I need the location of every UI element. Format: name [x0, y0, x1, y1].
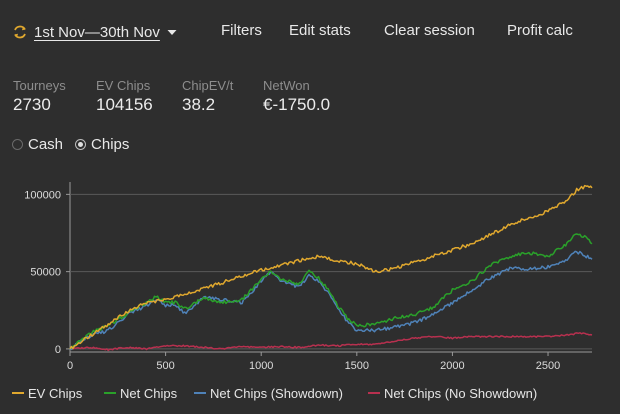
radio-label[interactable]: Chips [91, 136, 130, 153]
legend-label: Net Chips (No Showdown) [384, 386, 537, 401]
stat-value: 38.2 [182, 95, 216, 114]
series-line-ev-chips [69, 184, 593, 350]
stat-label: EV Chips [96, 78, 151, 93]
y-axis-ticks: 0 50000 100000 [24, 189, 70, 356]
y-tick-label: 100000 [24, 189, 61, 201]
y-tick-label: 0 [55, 344, 61, 356]
stat-label: NetWon [263, 78, 310, 93]
x-tick-label: 2500 [536, 360, 560, 372]
legend-label: Net Chips [120, 386, 178, 401]
stat-netwon: NetWon €-1750.0 [263, 78, 330, 115]
toolbar: 1st Nov—30th Nov Filters Edit stats Clea… [0, 0, 620, 64]
x-axis-ticks: 0 500 1000 1500 2000 2500 [67, 352, 560, 372]
edit-stats-button[interactable]: Edit stats [289, 22, 351, 39]
stat-ev-chips: EV Chips 104156 [96, 78, 153, 115]
stat-tourneys: Tourneys 2730 [13, 78, 66, 115]
date-range-selector[interactable]: 1st Nov—30th Nov [12, 20, 178, 44]
radio-chips[interactable]: Chips [75, 136, 129, 153]
legend-label: EV Chips [28, 386, 83, 401]
chips-graph: 0 50000 100000 0 500 1000 1500 2000 2500 EV Chi… [12, 182, 593, 401]
stat-label: ChipEV/t [182, 78, 234, 93]
stat-label: Tourneys [13, 78, 66, 93]
legend: EV Chips Net Chips Net Chips (Showdown) Net… [12, 386, 537, 401]
radio-checked-icon[interactable] [75, 139, 87, 150]
x-tick-label: 2000 [440, 360, 464, 372]
date-range-label[interactable]: 1st Nov—30th Nov [34, 23, 160, 41]
x-tick-label: 500 [156, 360, 174, 372]
caret-down-icon[interactable] [166, 27, 178, 37]
radio-cash[interactable]: Cash [12, 136, 63, 153]
filters-button[interactable]: Filters [221, 22, 262, 39]
series-lines [69, 184, 593, 352]
clear-session-button[interactable]: Clear session [384, 22, 475, 39]
x-tick-label: 1000 [249, 360, 273, 372]
radio-unchecked-icon[interactable] [12, 139, 23, 150]
legend-label: Net Chips (Showdown) [210, 386, 343, 401]
y-tick-label: 50000 [30, 267, 61, 279]
series-line-net-chips-no-showdown [70, 332, 593, 352]
stat-value: €-1750.0 [263, 95, 331, 114]
x-tick-label: 0 [67, 360, 73, 372]
profit-calc-button[interactable]: Profit calc [507, 22, 573, 39]
refresh-icon[interactable] [12, 24, 28, 40]
series-line-net-chips [69, 233, 593, 350]
stat-chipev-per-tourney: ChipEV/t 38.2 [182, 78, 233, 115]
stat-value: 2730 [13, 95, 51, 114]
grid-lines [69, 182, 592, 353]
stat-value: 104156 [96, 95, 153, 114]
currency-mode-toggle: Cash Chips [12, 136, 129, 153]
x-tick-label: 1500 [345, 360, 369, 372]
radio-label[interactable]: Cash [28, 136, 64, 153]
